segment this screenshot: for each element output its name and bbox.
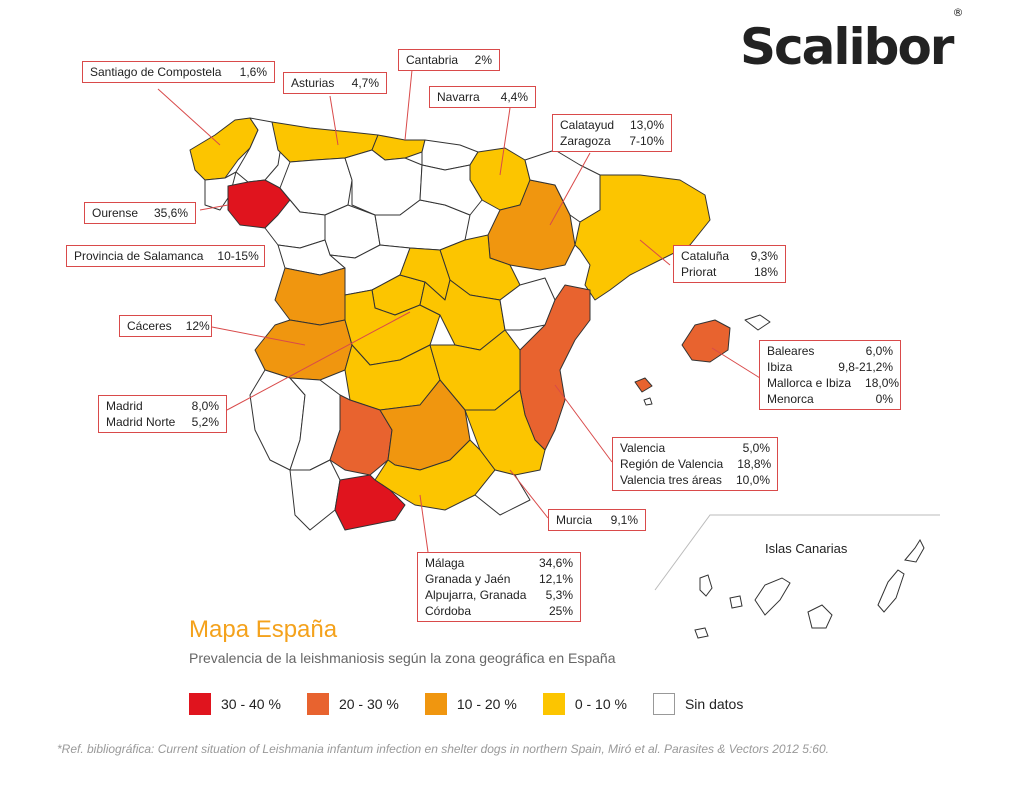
region-cordoba [329, 394, 393, 476]
legend-label: 20 - 30 % [338, 696, 399, 712]
region-cataluna [574, 174, 711, 301]
legend-label: Sin datos [684, 696, 744, 712]
legend-swatch [542, 693, 565, 715]
callout-aragon: Calatayud 13,0% Zaragoza 7-10% [552, 114, 672, 152]
callout-cataluna: Cataluña 9,3% Priorat 18% [673, 245, 786, 283]
callout-madrid: Madrid 8,0% Madrid Norte 5,2% [98, 395, 227, 433]
canarias-label: Islas Canarias [765, 541, 848, 556]
region-almeria [474, 469, 531, 516]
legend-label: 0 - 10 % [574, 696, 627, 712]
canarias-tenerife [754, 577, 791, 616]
canarias-la-palma [699, 574, 713, 597]
legend: 30 - 40 % 20 - 30 % 10 - 20 % 0 - 10 % S… [189, 693, 769, 715]
region-formentera [643, 397, 653, 406]
callout-valencia: Valencia 5,0% Región de Valencia 18,8% Val… [612, 437, 778, 491]
region-malaga [334, 474, 406, 531]
legend-swatch [424, 693, 447, 715]
callout-caceres: Cáceres 12% [119, 315, 212, 337]
region-la-rioja [419, 164, 483, 216]
callout-salamanca: Provincia de Salamanca 10-15% [66, 245, 265, 267]
region-menorca [744, 314, 771, 331]
legend-item-20-30: 20 - 30 % [306, 693, 399, 715]
callout-navarra: Navarra 4,4% [429, 86, 536, 108]
canarias-frame [654, 514, 940, 591]
callout-asturias: Asturias 4,7% [283, 72, 387, 94]
canarias-lanzarote [904, 538, 925, 563]
canarias-gran-canaria [807, 604, 833, 629]
region-ibiza [634, 377, 653, 393]
legend-label: 30 - 40 % [221, 696, 281, 712]
legend-label: 10 - 20 % [456, 696, 517, 712]
canarias-el-hierro [694, 627, 709, 639]
callout-ourense: Ourense 35,6% [84, 202, 196, 224]
leader-lines [157, 69, 761, 553]
reference-note: *Ref. bibliográfica: Current situation o… [57, 742, 829, 756]
callout-murcia: Murcia 9,1% [548, 509, 646, 531]
region-caceres [274, 267, 346, 326]
legend-swatch [306, 693, 329, 715]
legend-swatch [652, 693, 675, 715]
callout-baleares: Baleares 6,0% Ibiza 9,8-21,2% Mallorca e I… [759, 340, 901, 410]
region-burgos [344, 149, 423, 216]
callout-andalucia: Málaga 34,6% Granada y Jaén 12,1% Alpujarr… [417, 552, 581, 622]
brand-logo: Scalibor® [740, 6, 964, 76]
canarias-la-gomera [729, 595, 743, 609]
canarias-fuerteventura [877, 569, 905, 613]
legend-item-sin-datos: Sin datos [652, 693, 744, 715]
page-title: Mapa España [189, 616, 338, 643]
legend-item-30-40: 30 - 40 % [189, 693, 281, 715]
region-cadiz [289, 459, 341, 531]
region-mallorca [681, 319, 731, 363]
legend-item-0-10: 0 - 10 % [542, 693, 627, 715]
callout-cantabria: Cantabria 2% [398, 49, 500, 71]
page-subtitle: Prevalencia de la leishmaniosis según la… [189, 650, 616, 666]
legend-swatch [189, 693, 211, 715]
legend-item-10-20: 10 - 20 % [424, 693, 517, 715]
callout-santiago: Santiago de Compostela 1,6% [82, 61, 275, 83]
